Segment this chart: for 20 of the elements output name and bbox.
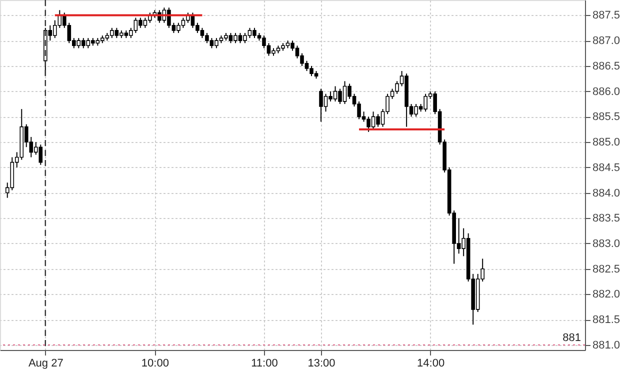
x-tick-label: 11:00 — [251, 358, 278, 370]
x-tick-label: Aug 27 — [28, 358, 64, 370]
x-tick-label: 13:00 — [308, 358, 336, 370]
x-tick-label: 10:00 — [141, 358, 169, 370]
y-tick-label: 885.5 — [592, 111, 620, 124]
y-tick-label: 887.0 — [592, 35, 620, 48]
x-tick-label: 14:00 — [417, 358, 445, 370]
y-tick-label: 884.5 — [592, 162, 620, 174]
ref-line-label: 881 — [562, 332, 581, 344]
y-tick-label: 887.5 — [592, 10, 620, 22]
y-tick-label: 883.0 — [592, 238, 620, 250]
y-tick-label: 883.5 — [592, 212, 620, 225]
y-tick-label: 881.0 — [592, 339, 620, 352]
y-tick-label: 886.0 — [592, 86, 620, 98]
y-tick-label: 886.5 — [592, 60, 620, 72]
y-tick-label: 884.0 — [592, 187, 620, 200]
y-tick-label: 882.0 — [592, 288, 620, 301]
y-tick-label: 882.5 — [592, 263, 620, 276]
y-tick-label: 885.0 — [592, 136, 620, 149]
y-tick-label: 881.5 — [592, 314, 620, 326]
